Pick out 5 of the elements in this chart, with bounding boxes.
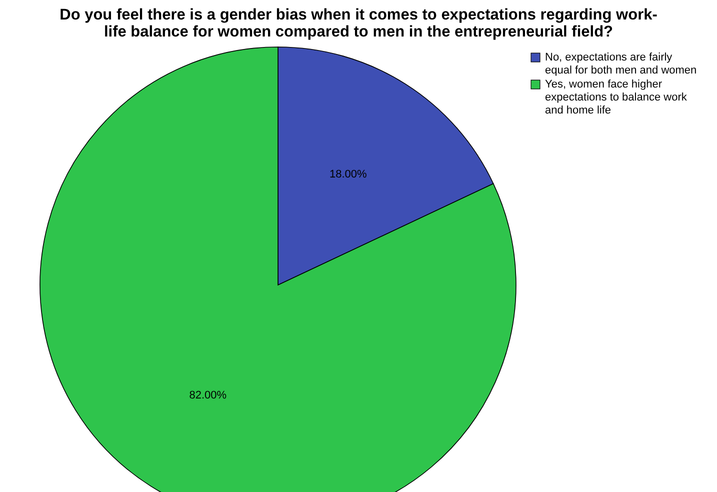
legend-label: Yes, women face higher expectations to balance work and home life (545, 78, 688, 116)
data-label: 82.00% (189, 390, 227, 402)
chart-title: Do you feel there is a gender bias when it comes to expectations regarding work-life balance for women compared to men in the entrepreneurial field? (60, 6, 658, 40)
legend-label: No, expectations are fairly equal for both men and women (545, 52, 697, 76)
data-label: 18.00% (329, 168, 368, 180)
